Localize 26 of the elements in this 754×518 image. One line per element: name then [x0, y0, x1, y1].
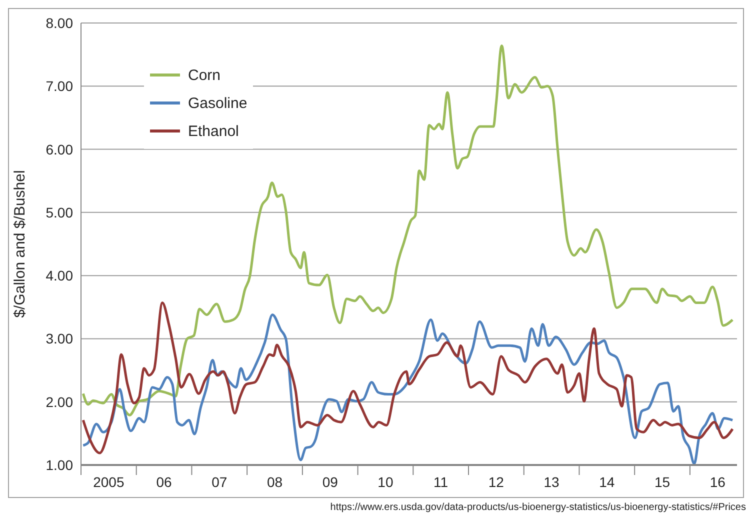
x-tick-label: 10 — [378, 474, 394, 490]
y-tick-label: 7.00 — [46, 78, 74, 94]
x-tick-label: 06 — [156, 474, 172, 490]
x-tick-label: 15 — [654, 474, 670, 490]
x-tick-label: 13 — [544, 474, 560, 490]
x-tick-label: 14 — [599, 474, 615, 490]
y-tick-label: 2.00 — [46, 394, 74, 410]
legend-label: Gasoline — [188, 94, 248, 112]
x-tick-label: 09 — [322, 474, 338, 490]
y-tick-label: 6.00 — [46, 141, 74, 158]
x-tick-label: 08 — [266, 474, 283, 490]
y-tick-label: 5.00 — [46, 204, 74, 220]
y-tick-label: 3.00 — [46, 330, 74, 347]
y-axis-title: $/Gallon and $/Bushel — [11, 170, 28, 318]
legend-label: Ethanol — [188, 122, 239, 140]
y-tick-label: 8.00 — [46, 14, 74, 31]
y-tick-label: 1.00 — [46, 456, 74, 473]
text: https://www.ers.usda.gov/data-products/us-bioenergy-statistics/us-bioenergy-statistics/#Prices — [329, 502, 746, 513]
y-tick-label: 4.00 — [46, 268, 74, 284]
x-tick-label: 16 — [710, 474, 726, 490]
legend-label: Corn — [188, 66, 221, 84]
x-tick-label: 11 — [434, 474, 448, 490]
line-series — [82, 44, 734, 416]
x-tick-label: 12 — [488, 474, 504, 490]
x-tick-label: 2005 — [93, 474, 124, 490]
x-tick-label: 07 — [212, 474, 228, 490]
